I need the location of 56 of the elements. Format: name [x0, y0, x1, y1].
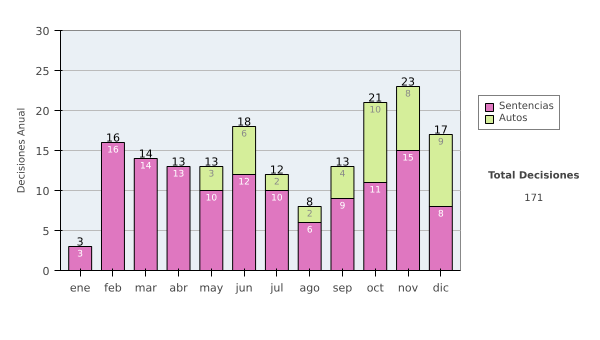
x-tick-label: ene — [70, 282, 91, 294]
x-tick-label: nov — [398, 282, 419, 294]
data-label: 6 — [306, 226, 313, 236]
data-label: 10 — [206, 194, 218, 204]
y-tick-label: 0 — [42, 265, 50, 278]
y-tick-label: 5 — [42, 225, 50, 238]
y-tick-label: 30 — [36, 25, 50, 38]
x-tick-label: jul — [269, 282, 284, 294]
y-tick-label: 15 — [36, 145, 50, 158]
data-label: 8 — [405, 90, 412, 100]
data-label: 15 — [402, 154, 414, 164]
data-label: 13 — [172, 170, 184, 180]
text: 171 — [524, 192, 544, 204]
y-tick-label: 10 — [36, 185, 50, 198]
data-label: 3 — [208, 170, 214, 180]
data-label: 9 — [438, 138, 444, 148]
x-tick-label: ago — [299, 282, 320, 294]
x-tick-label: sep — [332, 282, 352, 294]
total-label: 23 — [401, 76, 416, 88]
total-label: 13 — [204, 156, 218, 168]
data-label: 11 — [370, 186, 381, 196]
data-label: 16 — [107, 146, 119, 156]
x-tick-label: oct — [366, 282, 384, 294]
y-tick-label: 20 — [36, 105, 50, 118]
data-label: 14 — [140, 162, 152, 172]
total-label: 8 — [306, 196, 314, 208]
total-label: 12 — [270, 164, 284, 176]
total-label: 18 — [237, 116, 252, 128]
data-label: 6 — [241, 130, 248, 140]
data-label: 10 — [271, 194, 283, 204]
data-label: 9 — [340, 202, 346, 212]
y-axis-title: Decisiones Anual — [16, 108, 28, 194]
x-tick-label: dic — [432, 282, 449, 294]
total-label: 13 — [335, 156, 350, 168]
legend-label: Sentencias — [499, 101, 554, 112]
x-tick-label: mar — [134, 282, 158, 294]
data-label: 12 — [238, 178, 250, 188]
data-label: 8 — [438, 210, 444, 220]
total-label: 17 — [434, 124, 448, 136]
data-label: 4 — [340, 170, 346, 180]
x-tick-label: abr — [169, 282, 188, 294]
total-label: 21 — [368, 92, 382, 104]
data-label: 3 — [77, 250, 84, 260]
total-label: 14 — [138, 148, 153, 160]
text: Total Decisiones — [488, 170, 580, 182]
total-label: 13 — [172, 156, 186, 168]
y-tick-label: 25 — [36, 65, 50, 78]
total-label: 3 — [76, 236, 84, 248]
legend-label: Autos — [499, 113, 528, 124]
data-label: 10 — [370, 106, 382, 116]
total-label: 16 — [106, 132, 120, 144]
x-tick-label: feb — [104, 282, 122, 294]
data-label: 2 — [274, 178, 280, 188]
data-label: 2 — [306, 210, 313, 220]
x-tick-label: may — [199, 282, 224, 294]
x-tick-label: jun — [234, 282, 253, 294]
